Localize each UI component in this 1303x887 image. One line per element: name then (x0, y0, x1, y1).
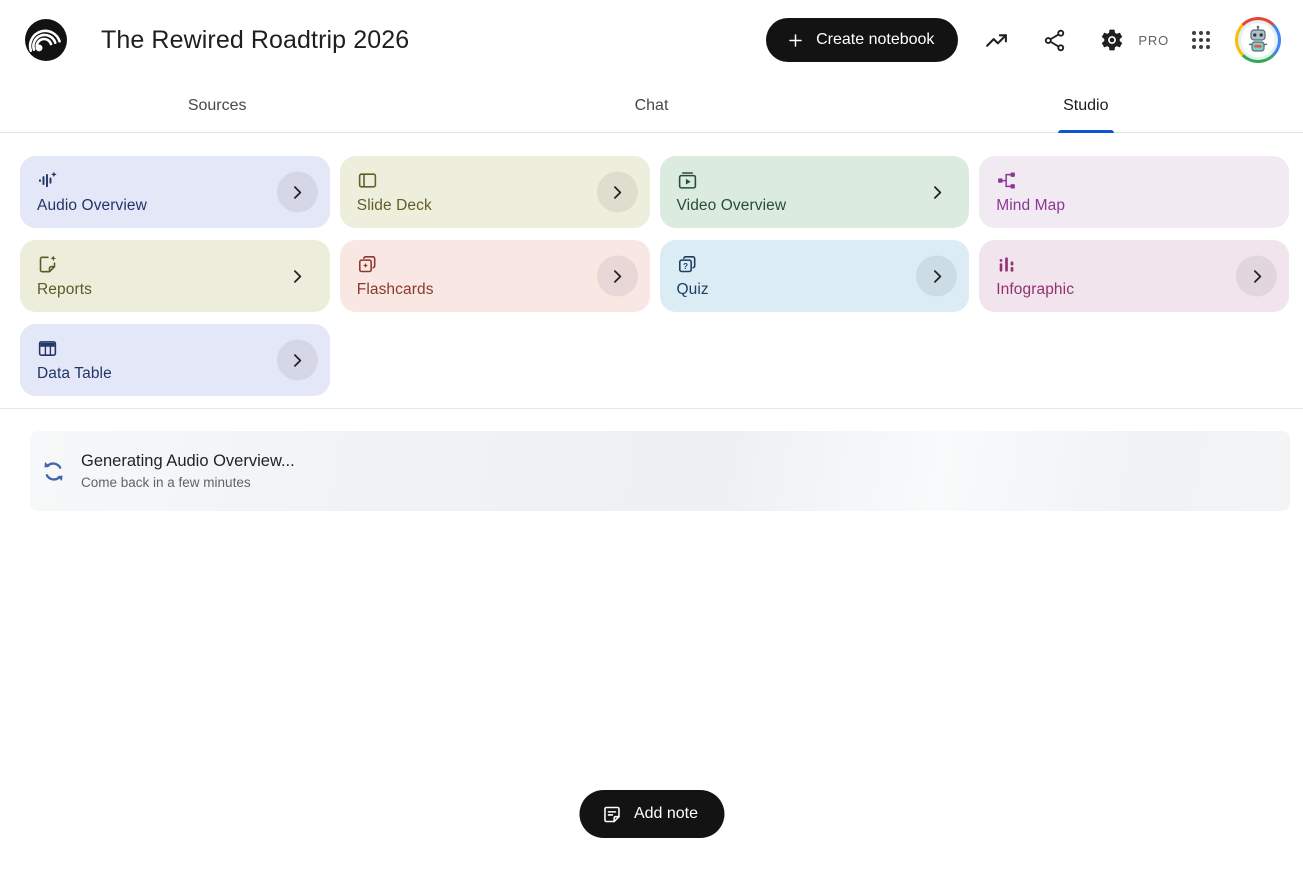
note-icon (601, 804, 622, 825)
create-notebook-button[interactable]: Create notebook (766, 18, 959, 62)
notebooklm-logo[interactable] (24, 18, 68, 62)
chevron-right-icon[interactable] (596, 171, 638, 213)
audio-overview-icon (37, 170, 58, 191)
studio-card-label: Flashcards (356, 281, 434, 298)
studio-card-label: Infographic (996, 281, 1075, 298)
chevron-right-icon[interactable] (916, 172, 957, 213)
video-overview-icon (677, 170, 698, 191)
studio-grid: Audio Overview Slide Deck Video Overview Mi… (20, 156, 1289, 396)
studio-card-label: Quiz (676, 281, 709, 298)
studio-card-label: Audio Overview (37, 197, 147, 214)
reports-icon (37, 254, 58, 275)
chevron-right-icon[interactable] (277, 256, 318, 297)
tab-active-underline (1057, 130, 1114, 133)
studio-card-label: Video Overview (676, 197, 787, 214)
app-header: The Rewired Roadtrip 2026 Create noteboo… (0, 0, 1303, 80)
settings-gear-icon[interactable] (1088, 16, 1136, 64)
data-table-icon (37, 338, 58, 359)
studio-divider (0, 408, 1303, 409)
chevron-right-icon[interactable] (276, 339, 318, 381)
studio-card-label: Slide Deck (356, 197, 432, 214)
account-avatar[interactable] (1235, 17, 1281, 63)
plus-icon (786, 31, 805, 50)
studio-card-reports[interactable]: Reports (20, 240, 330, 312)
tab-studio[interactable]: Studio (869, 80, 1303, 133)
studio-card-label: Reports (37, 281, 92, 298)
chevron-right-icon[interactable] (1236, 255, 1277, 297)
pro-badge: PRO (1138, 32, 1169, 48)
tab-sources[interactable]: Sources (0, 80, 434, 132)
studio-card-label: Data Table (37, 365, 112, 382)
studio-card-infographic[interactable]: Infographic (979, 240, 1289, 312)
quiz-icon: ? (677, 254, 698, 275)
create-notebook-label: Create notebook (816, 31, 935, 48)
share-icon[interactable] (1030, 16, 1078, 64)
notebook-title[interactable]: The Rewired Roadtrip 2026 (101, 25, 410, 54)
chevron-right-icon[interactable] (916, 255, 958, 297)
sync-icon (40, 458, 67, 485)
chevron-right-icon[interactable] (276, 171, 318, 213)
studio-card-flashcards[interactable]: Flashcards (339, 240, 650, 312)
add-note-label: Add note (633, 805, 699, 822)
mind-map-icon (996, 170, 1017, 191)
studio-card-label: Mind Map (996, 197, 1066, 214)
studio-card-audio-overview[interactable]: Audio Overview (20, 156, 330, 228)
analytics-icon[interactable] (972, 16, 1020, 64)
infographic-icon (996, 254, 1017, 275)
chevron-right-icon[interactable] (596, 255, 638, 297)
studio-card-mind-map[interactable]: Mind Map (979, 156, 1289, 228)
svg-text:?: ? (682, 261, 687, 271)
studio-card-slide-deck[interactable]: Slide Deck (339, 156, 650, 228)
studio-card-data-table[interactable]: Data Table (20, 324, 330, 396)
studio-card-video-overview[interactable]: Video Overview (659, 156, 970, 228)
loading-text-block: Generating Audio Overview... Come back i… (81, 452, 295, 490)
tab-sources-label: Sources (187, 97, 247, 114)
tab-studio-label: Studio (1063, 97, 1109, 114)
panel-tabbar: Sources Chat Studio (0, 80, 1303, 133)
studio-card-quiz[interactable]: ? Quiz (659, 240, 970, 312)
loading-subtitle: Come back in a few minutes (81, 475, 251, 490)
google-apps-grid-icon[interactable] (1177, 16, 1225, 64)
avatar-robot-image (1238, 20, 1278, 60)
flashcards-icon (357, 254, 378, 275)
header-actions: Create notebook PRO (766, 16, 1281, 64)
audio-generation-status: Generating Audio Overview... Come back i… (30, 431, 1290, 511)
tab-chat-label: Chat (634, 97, 669, 114)
tab-chat[interactable]: Chat (434, 80, 868, 132)
add-note-button[interactable]: Add note (578, 790, 725, 838)
loading-title: Generating Audio Overview... (81, 452, 295, 470)
slide-deck-icon (357, 170, 378, 191)
